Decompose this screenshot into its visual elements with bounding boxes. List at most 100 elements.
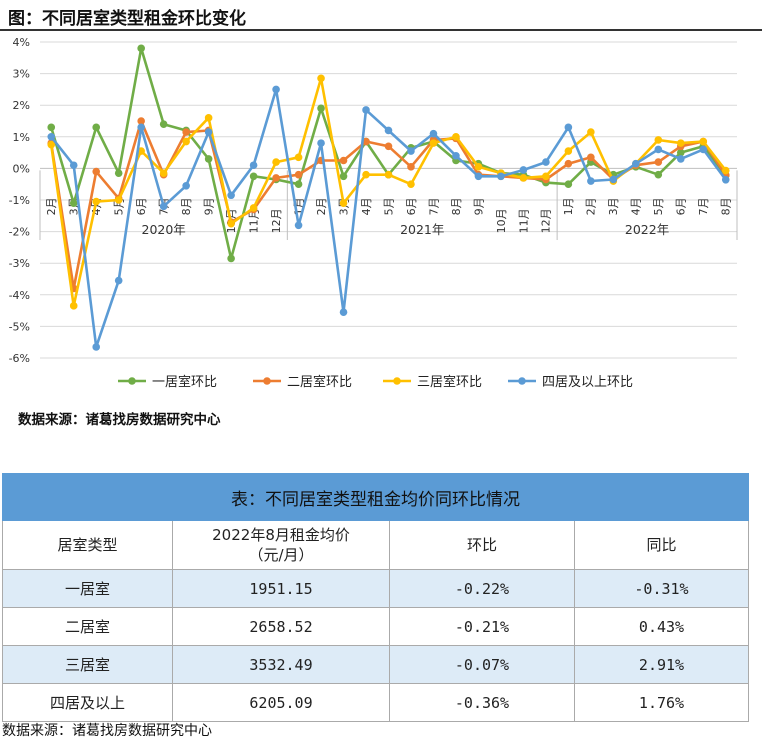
data-point [182,128,190,136]
y-tick-label: 3% [13,68,30,81]
data-point [249,172,258,181]
x-tick-label: 7月 [427,197,440,215]
x-tick-label: 4月 [630,197,643,215]
x-tick-label: 6月 [135,197,148,215]
data-point [69,199,78,207]
data-point [227,219,235,228]
data-point [587,177,595,185]
data-point [699,145,708,154]
data-point [294,180,303,188]
header-price-line2: （元/月） [248,546,314,564]
data-point [384,142,393,151]
x-tick-label: 1月 [562,197,575,215]
legend-label: 一居室环比 [152,374,217,390]
data-point [609,175,618,184]
data-point [137,123,145,132]
data-point [384,170,393,179]
x-tick-label: 2月 [45,197,58,215]
cell-mom: -0.07% [389,645,575,684]
cell-yoy: 1.76% [574,683,749,722]
data-point [249,204,258,212]
rent-table: 表：不同居室类型租金均价同环比情况 居室类型 2022年8月租金均价 （元/月）… [2,473,749,722]
data-point [47,140,56,149]
x-tick-label: 7月 [697,197,710,215]
y-tick-label: -4% [9,289,30,302]
data-point [159,202,168,211]
data-point [564,180,573,188]
data-point [676,155,685,163]
data-point [272,158,280,166]
data-point [407,147,415,155]
data-point [362,137,370,146]
data-point [699,137,708,146]
data-point [114,169,123,177]
data-point [69,161,78,170]
data-point [92,167,101,176]
x-tick-label: 9月 [202,197,215,215]
data-point [429,129,438,138]
data-point [204,155,213,163]
y-tick-label: -6% [9,352,30,365]
figure-title: 图：不同居室类型租金环比变化 [8,9,246,29]
data-point [137,117,145,125]
data-point [339,308,348,316]
legend-swatch-marker [128,377,136,385]
data-point [294,221,303,230]
cell-price: 3532.49 [172,645,390,684]
data-point [497,172,505,181]
table-row: 一居室 1951.15 -0.22% -0.31% [2,569,749,608]
x-tick-label: 10月 [495,208,508,233]
y-axis-ticks: -6% -5% -4% -3% -2% -1% 0% 1% 2% 3% 4% [9,36,30,365]
data-point [721,175,730,184]
data-point [182,137,190,146]
y-tick-label: -2% [9,226,30,239]
cell-type: 二居室 [2,607,173,646]
data-point [92,343,101,351]
data-point [92,197,101,206]
legend-label: 四居及以上环比 [542,375,633,390]
data-point [384,126,393,135]
cell-price: 1951.15 [172,569,390,608]
y-tick-label: -3% [9,257,30,270]
x-tick-label: 2月 [585,197,598,215]
data-point [542,158,550,166]
data-point [587,128,595,136]
table-row: 四居及以上 6205.09 -0.36% 1.76% [2,683,749,722]
data-point [564,159,573,168]
x-tick-label: 8月 [180,197,193,215]
legend-item: 三居室环比 [383,374,482,390]
header-yoy: 同比 [574,520,749,570]
data-point [452,151,460,160]
data-point [204,128,213,136]
data-point [227,191,235,200]
data-point [227,254,235,263]
y-tick-label: -5% [9,320,30,333]
x-tick-label: 2月 [315,197,328,215]
x-tick-label: 12月 [540,208,553,233]
cell-yoy: 0.43% [574,607,749,646]
data-point [114,196,123,204]
header-price: 2022年8月租金均价 （元/月） [172,520,390,570]
x-tick-label: 12月 [270,208,283,233]
line-chart: -6% -5% -4% -3% -2% -1% 0% 1% 2% 3% 4% 2月 3月 4月 5月 6月 7… [9,36,738,390]
x-tick-label: 9月 [472,197,485,215]
legend: 一居室环比 二居室环比 三居室环比 四居及以上环比 [118,374,633,390]
table-source: 数据来源：诸葛找房数据研究中心 [2,723,212,739]
cell-type: 四居及以上 [2,683,173,722]
year-label: 2020年 [142,222,186,237]
data-point [137,44,145,53]
data-point [272,85,280,94]
data-point [632,159,640,168]
cell-yoy: 2.91% [574,645,749,684]
legend-swatch-marker [263,377,271,385]
data-point [564,147,573,155]
y-tick-label: -1% [9,194,30,207]
data-point [654,170,663,179]
table-row: 三居室 3532.49 -0.07% 2.91% [2,645,749,684]
cell-mom: -0.21% [389,607,575,646]
x-axis: 2月3月4月5月6月7月8月9月10月11月12月1月2月3月4月5月6月7月8… [39,167,738,240]
x-tick-label: 11月 [247,208,260,233]
data-point [474,172,483,181]
x-tick-label: 8月 [720,197,733,215]
data-point [452,133,460,141]
